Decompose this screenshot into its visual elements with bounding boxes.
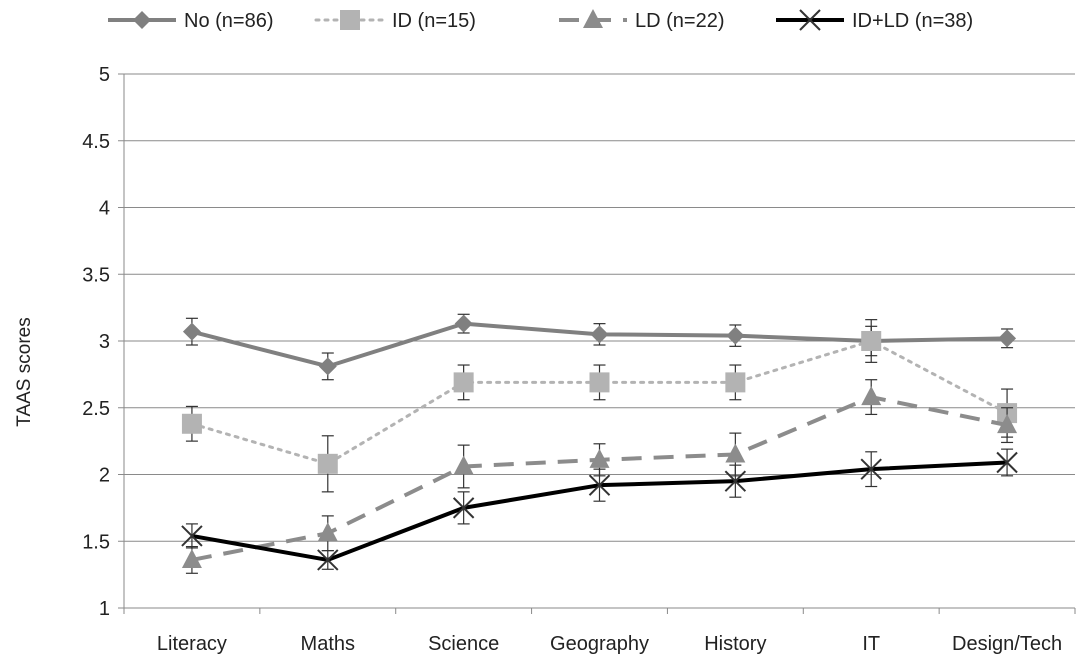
y-tick-label: 2.5	[82, 398, 110, 420]
data-point	[318, 357, 337, 376]
x-tick-label: Literacy	[157, 633, 227, 655]
x-tick-label: Maths	[301, 633, 355, 655]
data-point	[317, 549, 339, 571]
legend-label: ID (n=15)	[392, 10, 476, 32]
legend-item: No (n=86)	[108, 10, 274, 32]
y-tick-label: 5	[99, 64, 110, 86]
axes	[118, 73, 1076, 614]
data-point	[589, 448, 610, 468]
legend-label: ID+LD (n=38)	[852, 10, 973, 32]
data-point	[453, 455, 474, 475]
data-point	[860, 458, 882, 480]
y-axis-title: TAAS scores	[14, 317, 35, 426]
y-tick-label: 1.5	[82, 531, 110, 553]
data-point	[452, 497, 475, 519]
data-point	[182, 322, 201, 341]
x-tick-labels: Literacy Maths Science Geography History IT De…	[157, 633, 1062, 655]
legend-item: ID (n=15)	[314, 10, 476, 32]
data-point	[724, 470, 747, 492]
legend-item: ID+LD (n=38)	[776, 9, 973, 32]
x-tick-label: Science	[428, 633, 499, 655]
series-2	[181, 379, 1018, 574]
data-point	[181, 548, 202, 568]
data-point	[317, 453, 338, 474]
data-point	[181, 525, 203, 547]
legend-marker	[799, 9, 821, 31]
x-tick-label: Design/Tech	[952, 633, 1062, 655]
legend-marker	[133, 11, 151, 29]
data-point	[453, 372, 474, 393]
data-point	[725, 372, 746, 393]
legend-marker	[340, 10, 360, 30]
data-point	[589, 372, 610, 393]
x-tick-label: History	[704, 633, 766, 655]
data-point	[454, 314, 473, 333]
y-tick-label: 4	[99, 198, 110, 220]
data-point	[588, 474, 611, 496]
series	[181, 313, 1018, 574]
data-point	[317, 522, 338, 542]
legend-label: LD (n=22)	[635, 10, 725, 32]
data-point	[998, 329, 1017, 348]
data-point	[861, 331, 882, 351]
data-point	[726, 326, 745, 345]
x-tick-label: Geography	[550, 633, 649, 655]
y-tick-label: 3	[99, 331, 110, 353]
y-tick-label: 1	[99, 598, 110, 620]
data-point	[725, 443, 746, 463]
legend: No (n=86) ID (n=15) LD (n=22) ID+LD (n=38)	[108, 9, 973, 32]
x-tick-label: IT	[862, 633, 880, 655]
legend-item: LD (n=22)	[559, 9, 725, 32]
data-point	[590, 325, 609, 344]
legend-marker	[583, 9, 603, 28]
data-point	[997, 414, 1018, 434]
data-point	[861, 386, 882, 406]
data-point	[996, 451, 1018, 474]
y-tick-label: 2	[99, 465, 110, 487]
data-point	[181, 413, 202, 434]
y-tick-labels: 1 1.5 2 2.5 3 3.5 4 4.5 5	[82, 64, 110, 620]
series-3	[181, 448, 1018, 571]
legend-label: No (n=86)	[184, 10, 274, 32]
y-tick-label: 3.5	[82, 264, 110, 286]
y-tick-label: 4.5	[82, 131, 110, 153]
